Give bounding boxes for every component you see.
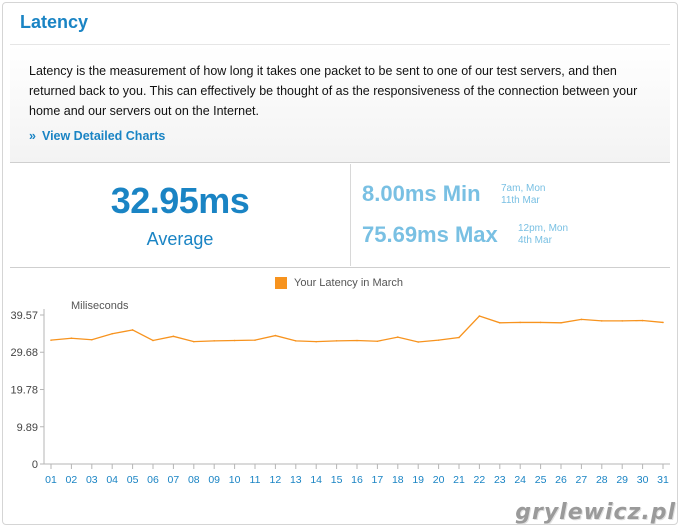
divider [10, 267, 670, 268]
data-point [111, 332, 113, 335]
data-point [254, 339, 256, 341]
chart-legend: Your Latency in March [275, 277, 403, 289]
data-point [376, 340, 379, 343]
x-tick-label: 25 [535, 474, 547, 486]
divider [10, 162, 670, 163]
max-note-time: 12pm, Mon [518, 223, 569, 234]
max-value: 75.69ms Max [362, 222, 498, 247]
min-note-date: 11th Mar [501, 195, 540, 206]
data-point [621, 320, 623, 322]
data-point [580, 318, 583, 321]
y-tick-label: 29.68 [10, 347, 38, 359]
data-point [274, 334, 277, 337]
data-point [437, 339, 440, 341]
x-tick-label: 14 [310, 474, 322, 486]
x-tick-label: 06 [147, 474, 159, 486]
x-tick-label: 09 [208, 474, 220, 486]
data-point [417, 341, 420, 343]
x-tick-label: 11 [250, 474, 261, 486]
data-point [397, 336, 399, 338]
x-tick-label: 22 [474, 474, 486, 486]
x-tick-label: 04 [106, 474, 118, 486]
data-point [295, 340, 297, 342]
y-tick-label: 19.78 [10, 385, 38, 397]
max-note-date: 4th Mar [518, 235, 552, 246]
series-line [50, 315, 664, 343]
legend-swatch [275, 277, 287, 289]
x-tick-label: 17 [372, 474, 384, 486]
min-note: 7am, Mon 11th Mar [501, 183, 545, 207]
min-note-time: 7am, Mon [501, 183, 546, 194]
max-note: 12pm, Mon 4th Mar [518, 223, 568, 247]
x-tick-label: 16 [351, 474, 363, 486]
x-tick-label: 26 [555, 474, 567, 486]
data-point [499, 321, 501, 324]
data-point [70, 337, 73, 340]
data-point [233, 339, 236, 342]
view-detailed-charts-link[interactable]: » View Detailed Charts [29, 129, 165, 143]
x-tick-label: 13 [290, 474, 302, 486]
x-tick-label: 12 [270, 474, 282, 486]
y-tick-label: 39.57 [10, 310, 38, 322]
data-point [213, 340, 215, 342]
data-point [315, 340, 318, 343]
latency-chart: Miliseconds 39.57 29.68 19.78 9.89 0 01 02 03 04 0… [10, 300, 670, 486]
data-point [152, 339, 154, 342]
watermark: grylewicz.pl [515, 500, 676, 525]
legend-label: Your Latency in March [294, 277, 404, 289]
y-axis-label: Miliseconds [71, 300, 129, 312]
y-tick-label: 0 [32, 459, 38, 471]
data-point [131, 329, 134, 331]
data-point [662, 321, 664, 324]
x-tick-label: 21 [453, 474, 465, 486]
x-tick-label: 28 [596, 474, 608, 486]
description-box: Latency is the measurement of how long i… [10, 44, 670, 162]
x-tick-label: 07 [168, 474, 180, 486]
x-tick-label: 31 [657, 474, 669, 486]
x-tick-label: 24 [514, 474, 526, 486]
data-point [91, 338, 93, 341]
x-tick-label: 23 [494, 474, 506, 486]
data-point [560, 321, 562, 324]
y-tick-label: 9.89 [17, 422, 38, 434]
chevron-right-icon: » [29, 129, 36, 143]
x-tick-label: 30 [637, 474, 649, 486]
data-point [539, 321, 542, 324]
description-text: Latency is the measurement of how long i… [29, 64, 638, 118]
data-point [193, 340, 195, 343]
x-tick-label: 01 [45, 474, 57, 486]
x-tick-label: 27 [576, 474, 588, 486]
data-point [50, 339, 52, 341]
x-tick-label: 05 [127, 474, 139, 486]
x-tick-label: 08 [188, 474, 200, 486]
min-value: 8.00ms Min [362, 181, 481, 206]
page-title: Latency [20, 12, 89, 32]
x-tick-label: 10 [229, 474, 241, 486]
average-value: 32.95ms [110, 180, 250, 221]
data-point [458, 336, 460, 339]
average-label: Average [146, 229, 214, 249]
x-tick-label: 03 [86, 474, 98, 486]
data-point [601, 320, 603, 322]
x-tick-label: 02 [66, 474, 78, 486]
view-detailed-charts-label: View Detailed Charts [41, 129, 166, 143]
x-tick-label: 19 [412, 474, 424, 486]
data-point [478, 315, 481, 317]
x-tick-label: 15 [331, 474, 343, 486]
x-tick-label: 20 [433, 474, 445, 486]
data-point [356, 339, 358, 342]
data-point [519, 321, 521, 324]
data-point [172, 335, 175, 338]
data-point [335, 340, 338, 342]
x-tick-label: 29 [616, 474, 628, 486]
data-point [641, 319, 644, 322]
stats-divider [350, 164, 351, 266]
x-tick-label: 18 [392, 474, 404, 486]
